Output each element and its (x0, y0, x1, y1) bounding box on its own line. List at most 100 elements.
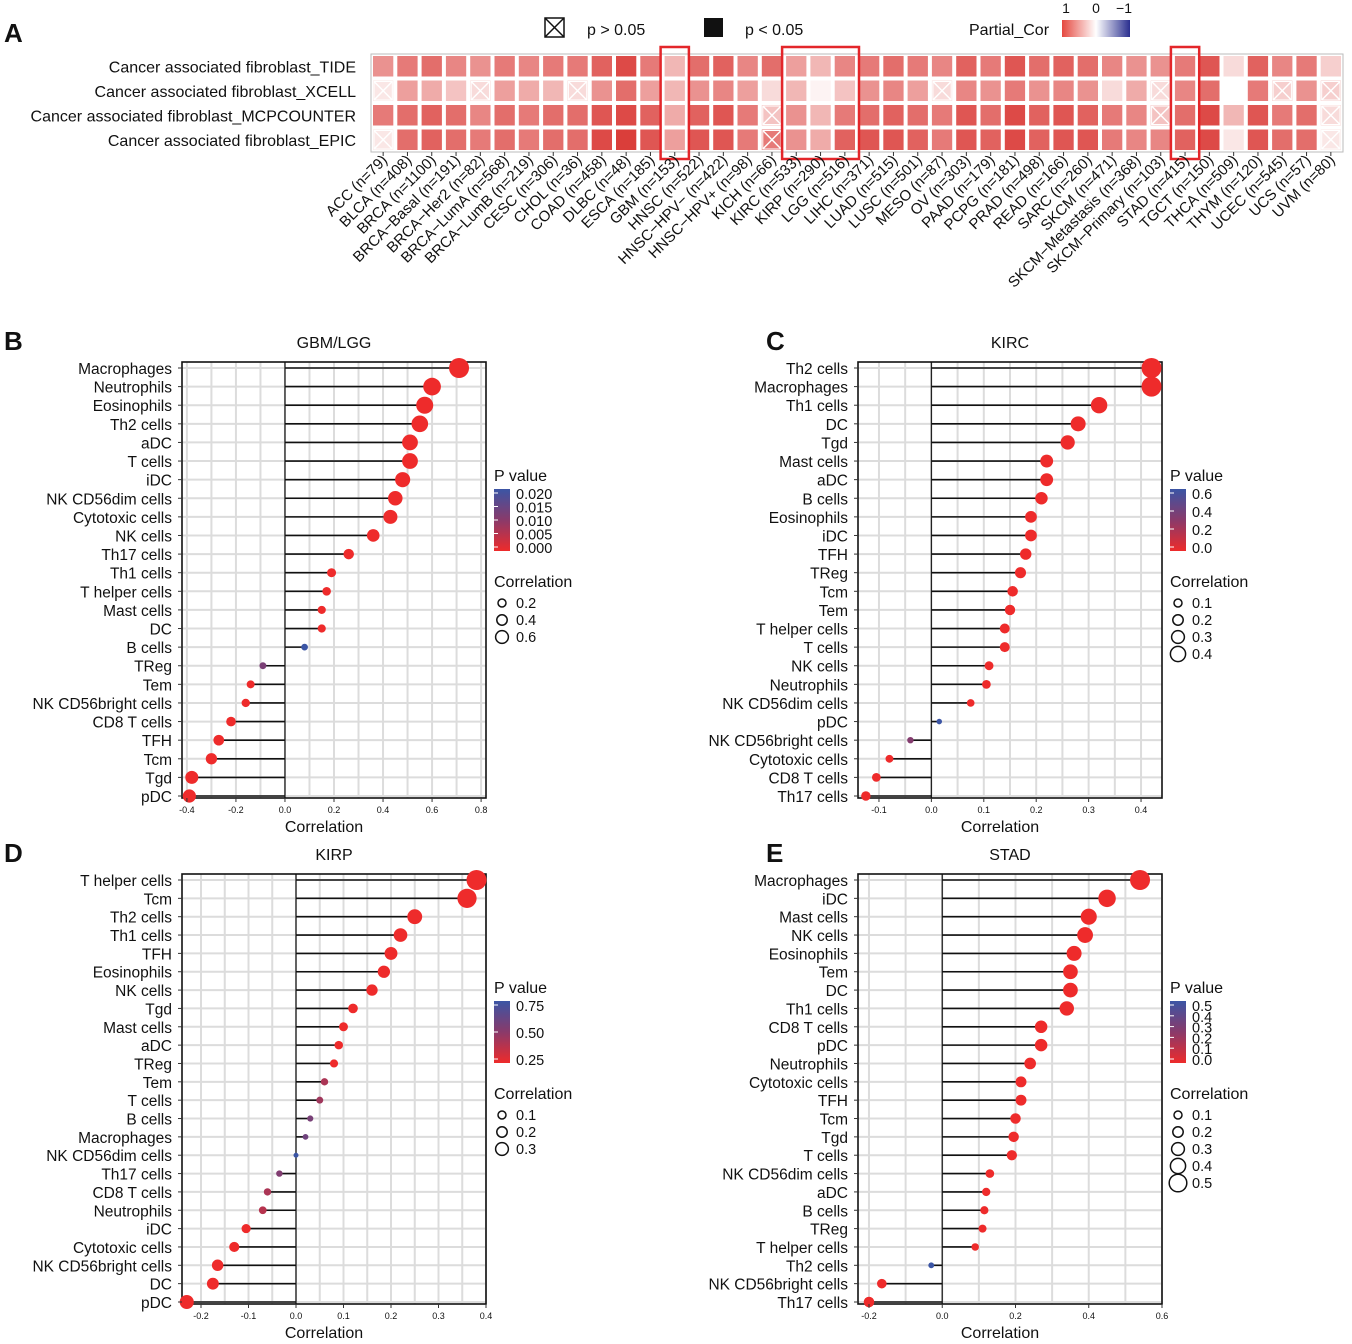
heatmap-cell (1102, 129, 1123, 150)
heatmap-cell (810, 56, 831, 77)
pvalue-legend-tick: 0.010 (516, 514, 552, 530)
category-label: Cytotoxic cells (73, 510, 172, 527)
lollipop-dot (980, 1206, 989, 1215)
heatmap-cell (397, 80, 418, 101)
category-label: Th2 cells (110, 910, 172, 927)
size-legend-circle (1168, 1173, 1188, 1193)
category-label: Neutrophils (94, 380, 173, 397)
heatmap-cell (1296, 56, 1317, 77)
x-tick-label: -0.1 (241, 1311, 257, 1321)
scale-legend-tick: 0 (1092, 0, 1100, 16)
heatmap-cell (664, 56, 685, 77)
size-legend-circle (497, 598, 507, 608)
heatmap-cell (1102, 56, 1123, 77)
pvalue-legend-tick: 0.015 (516, 501, 552, 517)
x-tick-label: 0.2 (1009, 1311, 1022, 1321)
heatmap-cell (834, 105, 855, 126)
lollipop-dot (416, 396, 434, 414)
category-label: T cells (803, 1148, 848, 1165)
size-legend-circle (1170, 1141, 1186, 1157)
scale-legend-colorbar (1062, 20, 1130, 37)
category-label: CD8 T cells (768, 1020, 848, 1037)
lollipop-dot (1010, 1113, 1021, 1124)
lollipop-dot (1060, 435, 1075, 450)
panel-letter-d: D (4, 838, 23, 868)
lollipop-dot (1070, 416, 1086, 432)
lollipop-dot (1066, 945, 1082, 961)
heatmap-cell (1029, 129, 1050, 150)
heatmap-cell (494, 129, 515, 150)
heatmap-cell (397, 129, 418, 150)
lollipop-dot (213, 734, 225, 746)
category-label: aDC (141, 1038, 172, 1055)
heatmap-cell (713, 129, 734, 150)
heatmap-cell (688, 56, 710, 77)
lollipop-dot (985, 1169, 995, 1178)
heatmap-cell (1053, 80, 1074, 101)
pvalue-colorbar (1170, 489, 1186, 551)
lollipop-dot (393, 928, 408, 942)
size-legend-circle (1173, 1110, 1183, 1120)
lollipop-dot (322, 587, 331, 596)
ns-cross-icon (762, 105, 782, 126)
lollipop-dot (1040, 473, 1054, 487)
category-label: iDC (822, 528, 848, 545)
chart-title: STAD (989, 847, 1030, 864)
category-label: Tgd (821, 435, 848, 452)
x-tick-label: 0.0 (279, 805, 292, 815)
heatmap-cell (664, 129, 685, 150)
category-label: Eosinophils (769, 510, 849, 527)
heatmap-cell (931, 105, 953, 126)
ns-cross-icon (470, 80, 491, 101)
heatmap-cell (883, 80, 904, 101)
lollipop-dot (241, 698, 250, 708)
category-label: pDC (817, 715, 848, 732)
heatmap-cell (1223, 129, 1244, 150)
pvalue-legend-title: P value (494, 468, 547, 485)
heatmap-cell (1174, 129, 1196, 150)
size-legend-circle (1169, 1157, 1187, 1175)
heatmap-cell (1272, 56, 1293, 77)
category-label: NK cells (115, 528, 172, 545)
ns-cell-outline (932, 81, 952, 101)
lollipop-dot (301, 643, 308, 651)
heatmap-cell (1199, 105, 1220, 126)
x-tick-label: 0.0 (925, 805, 938, 815)
pvalue-legend-title: P value (494, 980, 547, 997)
pvalue-legend-tick: 0.2 (1192, 523, 1212, 539)
heatmap-cell (1199, 56, 1220, 77)
panel-letter-b: B (4, 326, 23, 356)
x-tick-label: 0.4 (1135, 805, 1148, 815)
lollipop-dot (226, 716, 236, 727)
lollipop-dot (259, 662, 267, 670)
size-legend-tick: 0.1 (1192, 596, 1212, 612)
category-label: Eosinophils (769, 946, 849, 963)
lollipop-dot (348, 1003, 358, 1014)
ns-cross-icon (762, 129, 782, 150)
heatmap-cell (1004, 56, 1026, 77)
category-label: iDC (822, 891, 848, 908)
size-legend-tick: 0.1 (1192, 1108, 1212, 1124)
heatmap-cell (1296, 80, 1317, 101)
lollipop-dot (1034, 1020, 1048, 1034)
heatmap-cell (494, 56, 515, 77)
lollipop-dot (936, 718, 943, 725)
highlight-box (780, 45, 861, 161)
pvalue-legend-tick: 0.75 (516, 999, 544, 1015)
x-tick-label: 0.0 (936, 1311, 949, 1321)
ns-cross-icon (1272, 80, 1292, 101)
lollipop-dot (317, 624, 326, 633)
heatmap-cell (907, 80, 928, 101)
heatmap-cell (1077, 56, 1098, 77)
heatmap-cell (1296, 105, 1317, 126)
heatmap-cell (421, 56, 442, 77)
heatmap-cell (907, 56, 928, 77)
heatmap-cell (470, 105, 491, 126)
lollipop-dot (411, 415, 429, 433)
category-label: Tem (819, 965, 848, 982)
category-label: T cells (127, 1093, 172, 1110)
lollipop-dot (276, 1170, 283, 1177)
heatmap-cell (737, 56, 758, 77)
category-label: Th1 cells (110, 928, 172, 945)
